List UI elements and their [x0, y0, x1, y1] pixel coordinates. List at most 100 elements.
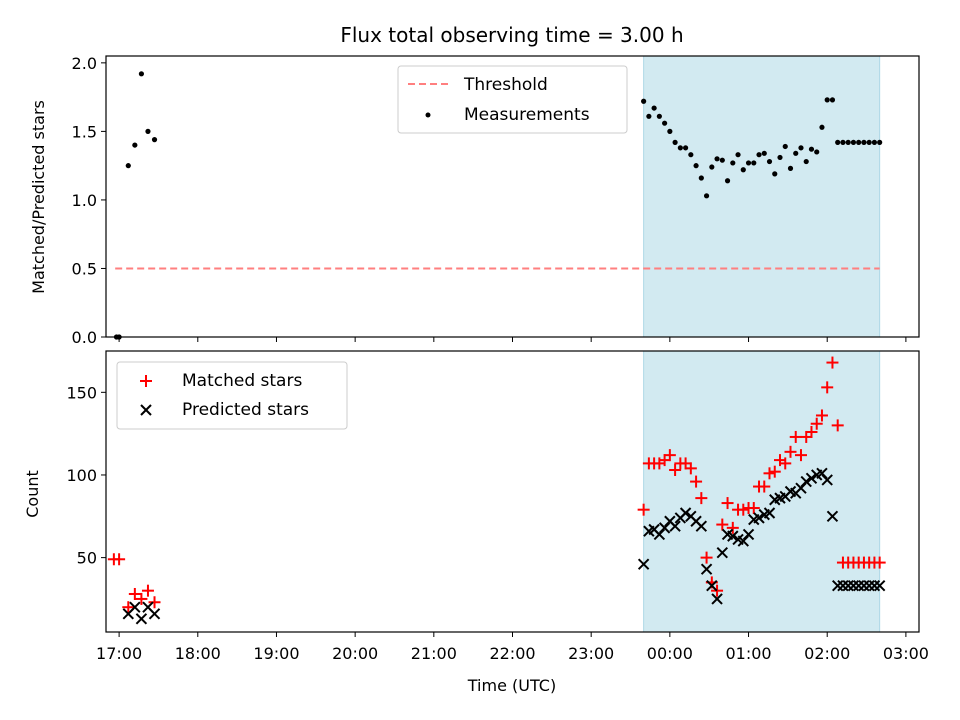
predicted-star-point [868, 580, 881, 592]
legend-predicted-label: Predicted stars [182, 400, 309, 420]
measurement-point [756, 152, 762, 158]
matched-star-point [737, 503, 750, 516]
ratio-x-ticks [118, 337, 907, 342]
measurement-point [740, 167, 746, 173]
measurement-point [787, 165, 794, 171]
predicted-star-point [847, 580, 860, 592]
predicted-star-point [826, 510, 839, 523]
x-tick-label: 02:00 [804, 644, 850, 663]
matched-star-point [721, 497, 734, 510]
predicted-star-point [800, 475, 812, 488]
x-tick-label: 19:00 [253, 644, 299, 663]
predicted-star-point [831, 580, 844, 592]
predicted-star-point [852, 580, 865, 592]
measurement-point [688, 152, 694, 158]
ratio-legend-box [397, 65, 628, 134]
measurement-point [682, 145, 689, 151]
measurement-point [777, 154, 783, 161]
x-tick-label: 18:00 [175, 644, 221, 663]
measurement-point [667, 128, 673, 134]
matched-star-point [141, 584, 154, 597]
measurement-point [861, 139, 867, 145]
predicted-star-point [742, 528, 755, 541]
measurement-point [850, 139, 857, 145]
measurement-point [698, 175, 704, 181]
measurement-point [845, 139, 851, 145]
measurement-point [151, 137, 158, 143]
matched-star-point [700, 551, 713, 564]
predicted-star-point [858, 580, 870, 592]
predicted-star-point [135, 613, 148, 625]
matched-star-point [826, 356, 839, 369]
matched-star-point [726, 521, 739, 534]
x-tick-label: 01:00 [725, 644, 771, 663]
x-tick-label: 00:00 [647, 644, 693, 663]
y-tick-label: 1.5 [72, 122, 97, 141]
matched-star-point [805, 425, 818, 438]
measurement-point [145, 128, 151, 134]
measurement-point [724, 178, 731, 184]
matched-star-point [695, 492, 708, 505]
predicted-star-point [716, 546, 729, 559]
measurement-point [798, 145, 804, 151]
legend-threshold-label: Threshold [463, 75, 548, 95]
matched-star-point [779, 457, 792, 470]
predicted-star-point [706, 580, 718, 592]
count-legend-box [116, 361, 348, 430]
measurement-point [703, 193, 710, 199]
legend-measurements-label: Measurements [464, 105, 590, 125]
matched-star-point [784, 445, 797, 458]
predicted-star-point [700, 563, 713, 575]
predicted-star-point [679, 507, 692, 519]
measurement-point [824, 97, 830, 103]
y-tick-label: 150 [66, 383, 97, 402]
count-x-ticks: 17:00 18:00 19:00 20:00 21:00 22:00 23:00 00:00… [96, 632, 929, 663]
measurement-point [677, 145, 683, 151]
ratio-marks [113, 71, 883, 340]
x-tick-label: 22:00 [489, 644, 535, 663]
matched-star-point [684, 462, 697, 475]
matched-star-point [758, 480, 771, 493]
matched-star-point [128, 587, 141, 600]
x-tick-label: 03:00 [883, 644, 929, 663]
figure-title: Flux total observing time = 3.00 h [340, 23, 683, 47]
measurement-point [714, 156, 720, 162]
measurement-point [835, 139, 841, 145]
legend-measurements-swatch [425, 112, 431, 118]
count-marks [107, 356, 886, 625]
matched-star-point [794, 449, 807, 462]
predicted-star-point [669, 520, 681, 532]
ratio-legend: Threshold Measurements [397, 65, 628, 134]
predicted-star-point [873, 580, 886, 592]
matched-star-point [768, 465, 781, 478]
predicted-star-point [821, 474, 833, 486]
x-tick-label: 17:00 [96, 644, 142, 663]
matched-star-point [637, 503, 650, 516]
measurement-point [877, 139, 883, 145]
matched-star-point [148, 596, 161, 609]
predicted-star-point [695, 520, 708, 532]
count-panel: 50 100 150 17:00 18:00 19:00 20:00 21:00 22:00 2… [23, 350, 929, 695]
measurement-point [803, 158, 809, 165]
count-y-label: Count [23, 470, 42, 518]
y-tick-label: 0.5 [72, 259, 97, 278]
measurement-point [735, 152, 741, 158]
matched-star-point [763, 467, 776, 480]
legend-matched-label: Matched stars [182, 371, 302, 391]
measurement-point [819, 124, 825, 130]
matched-star-point [690, 475, 703, 488]
predicted-star-point [842, 580, 854, 592]
measurement-point [646, 113, 652, 119]
x-tick-label: 20:00 [332, 644, 378, 663]
measurement-point [866, 139, 872, 145]
matched-star-point [873, 556, 886, 569]
measurement-point [871, 139, 878, 145]
count-y-ticks: 50 100 150 [66, 383, 106, 568]
matched-star-point [747, 502, 760, 515]
measurement-point [693, 163, 699, 169]
measurement-point [138, 71, 145, 77]
matched-star-point [821, 381, 834, 394]
predicted-star-point [863, 580, 875, 592]
matched-star-point [789, 430, 802, 443]
